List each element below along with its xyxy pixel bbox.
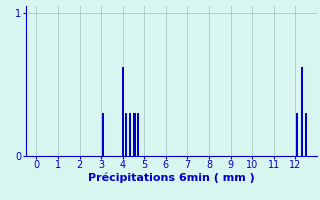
- Bar: [305, 113, 307, 156]
- X-axis label: Précipitations 6min ( mm ): Précipitations 6min ( mm ): [88, 173, 255, 183]
- Bar: [137, 113, 139, 156]
- Bar: [300, 67, 303, 156]
- Bar: [122, 67, 124, 156]
- Bar: [129, 113, 131, 156]
- Bar: [102, 113, 104, 156]
- Bar: [133, 113, 136, 156]
- Bar: [296, 113, 299, 156]
- Bar: [125, 113, 127, 156]
